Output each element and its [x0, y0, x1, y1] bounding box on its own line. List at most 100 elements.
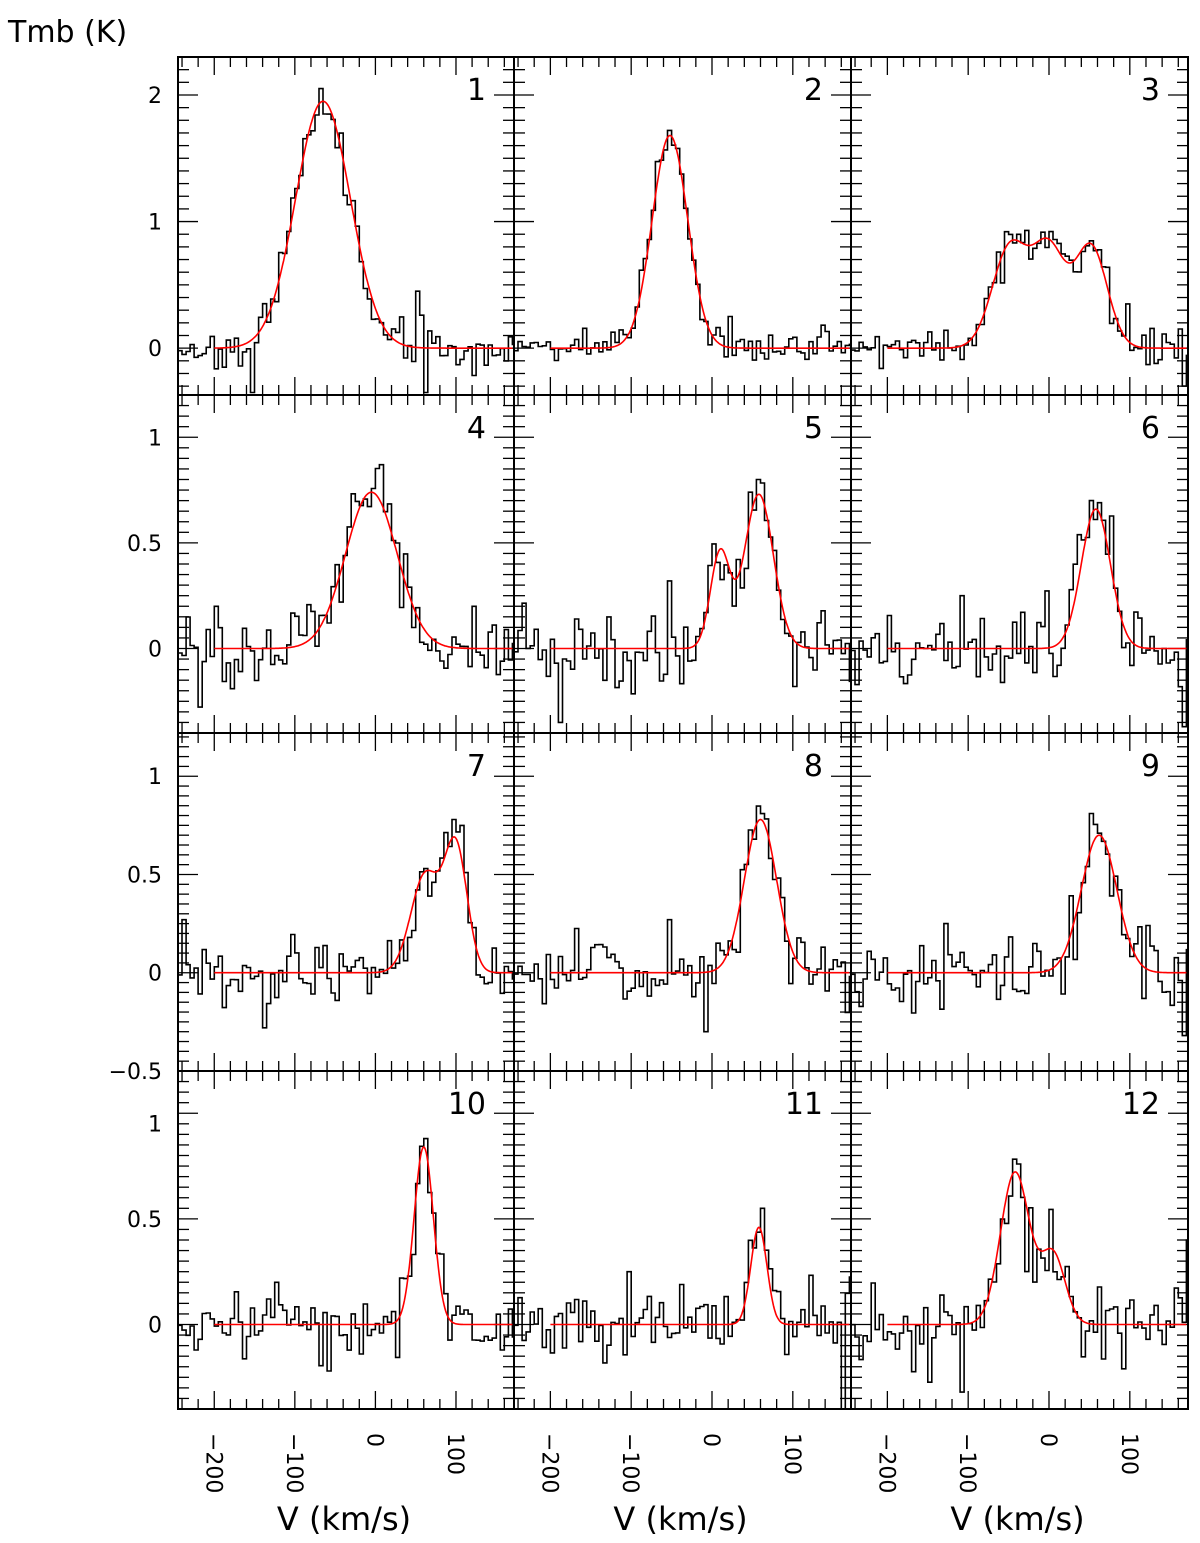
tick-marks	[851, 394, 1188, 734]
x-tick-label: −100	[617, 1433, 642, 1493]
x-axis-label: V (km/s)	[277, 1500, 411, 1538]
y-tick-label: 0	[148, 337, 162, 362]
y-tick-label: 1	[148, 426, 162, 451]
y-tick-label: 0.5	[127, 1208, 162, 1233]
x-axis-label: V (km/s)	[950, 1500, 1084, 1538]
spectrum-histogram-11	[514, 1207, 851, 1409]
spectrum-panel-8: 8	[513, 732, 852, 1072]
spectrum-histogram-8	[514, 805, 851, 1033]
gaussian-fit-4	[214, 491, 513, 650]
spectrum-panel-11: 11	[513, 1070, 852, 1410]
panel-number-5: 5	[804, 411, 823, 446]
y-tick-label: 0	[148, 638, 162, 663]
panel-number-12: 12	[1122, 1087, 1160, 1122]
gaussian-fit-8	[550, 818, 850, 974]
panel-number-11: 11	[785, 1087, 823, 1122]
gaussian-fit-10	[214, 1145, 513, 1326]
gaussian-fit-6	[887, 508, 1187, 650]
x-tick-label: 0	[361, 1433, 386, 1447]
tick-marks	[514, 56, 851, 395]
x-tick-label: 0	[698, 1433, 723, 1447]
gaussian-fit-3	[887, 237, 1187, 349]
tick-marks	[514, 394, 851, 734]
panel-frame	[513, 394, 852, 734]
y-tick-label: −0.5	[109, 1060, 162, 1085]
spectrum-panel-3: 3	[850, 56, 1189, 396]
y-tick-label: 0	[148, 1314, 162, 1339]
spectrum-panel-1: 1	[177, 56, 515, 396]
panel-number-9: 9	[1141, 749, 1160, 784]
spectrum-histogram-4	[178, 463, 514, 708]
panel-number-10: 10	[448, 1087, 486, 1122]
panel-number-7: 7	[467, 749, 486, 784]
y-tick-label: 2	[148, 84, 162, 109]
gaussian-fit-11	[550, 1226, 850, 1326]
x-tick-label: 0	[1035, 1433, 1060, 1447]
spectrum-histogram-12	[851, 1158, 1188, 1393]
spectrum-panel-7: 7	[177, 732, 515, 1072]
x-axis-labels: V (km/s) V (km/s) V (km/s)	[277, 1500, 1085, 1538]
y-axis-label: Tmb (K)	[7, 15, 127, 50]
tick-marks	[514, 733, 851, 1072]
gaussian-fit-5	[550, 493, 850, 650]
panel-number-6: 6	[1141, 411, 1160, 446]
spectrum-panel-12: 12	[850, 1070, 1189, 1410]
gaussian-fit-1	[214, 100, 513, 349]
x-tick-label: 100	[1116, 1433, 1141, 1475]
panel-frame	[850, 732, 1189, 1072]
spectrum-histogram-10	[178, 1137, 514, 1372]
panel-number-8: 8	[804, 749, 823, 784]
panel-frame	[513, 56, 852, 396]
y-tick-label: 1	[148, 211, 162, 236]
tick-marks	[178, 1070, 514, 1410]
x-tick-label: −100	[281, 1433, 306, 1493]
panel-grid: 1 2 34 5 67 8 910 11 12	[177, 56, 1189, 1410]
spectrum-panel-5: 5	[513, 394, 852, 734]
x-axis-label: V (km/s)	[613, 1500, 747, 1538]
x-tick-label: −200	[873, 1433, 898, 1493]
spectrum-panel-4: 4	[177, 394, 515, 734]
spectrum-panel-2: 2	[513, 56, 852, 396]
y-tick-label: 1	[148, 1112, 162, 1137]
panel-frame	[177, 732, 515, 1072]
x-tick-label: −200	[200, 1433, 225, 1493]
panel-frame	[177, 394, 515, 734]
y-tick-label: 1	[148, 765, 162, 790]
tick-marks	[851, 56, 1188, 395]
spectrum-histogram-5	[514, 478, 851, 724]
panel-number-4: 4	[467, 411, 486, 446]
spectrum-panel-9: 9	[850, 732, 1189, 1072]
y-tick-labels: 0 1 2 0 0.5 1 −0.5 0 0.5 1 0 0.5 1	[109, 84, 162, 1339]
panel-number-1: 1	[467, 73, 486, 108]
spectrum-panel-6: 6	[850, 394, 1189, 734]
tick-marks	[178, 56, 514, 395]
spectrum-histogram-6	[851, 499, 1188, 728]
spectrum-histogram-2	[514, 129, 851, 362]
spectrum-histogram-1	[178, 87, 514, 394]
gaussian-fit-2	[550, 134, 850, 349]
panel-frame	[850, 56, 1189, 396]
spectrum-panel-10: 10	[177, 1070, 515, 1410]
x-tick-label: 100	[779, 1433, 804, 1475]
panel-frame	[850, 1070, 1189, 1410]
spectrum-histogram-7	[178, 818, 514, 1029]
x-tick-labels: −200 −100 0 100 −200 −100 0 100 −200 −100 0 100	[200, 1433, 1141, 1493]
gaussian-fit-12	[887, 1171, 1187, 1326]
y-tick-label: 0	[148, 962, 162, 987]
x-tick-label: 100	[442, 1433, 467, 1475]
y-tick-label: 0.5	[127, 532, 162, 557]
x-tick-label: −200	[536, 1433, 561, 1493]
panel-number-3: 3	[1141, 73, 1160, 108]
tick-marks	[851, 733, 1188, 1072]
panel-frame	[177, 56, 515, 396]
x-tick-label: −100	[954, 1433, 979, 1493]
tick-marks	[178, 394, 514, 734]
y-tick-label: 0.5	[127, 863, 162, 888]
panel-number-2: 2	[804, 73, 823, 108]
panel-frame	[513, 732, 852, 1072]
spectrum-histogram-3	[851, 229, 1188, 387]
gaussian-fit-7	[214, 836, 513, 974]
gaussian-fit-9	[887, 834, 1187, 974]
panel-frame	[850, 394, 1189, 734]
